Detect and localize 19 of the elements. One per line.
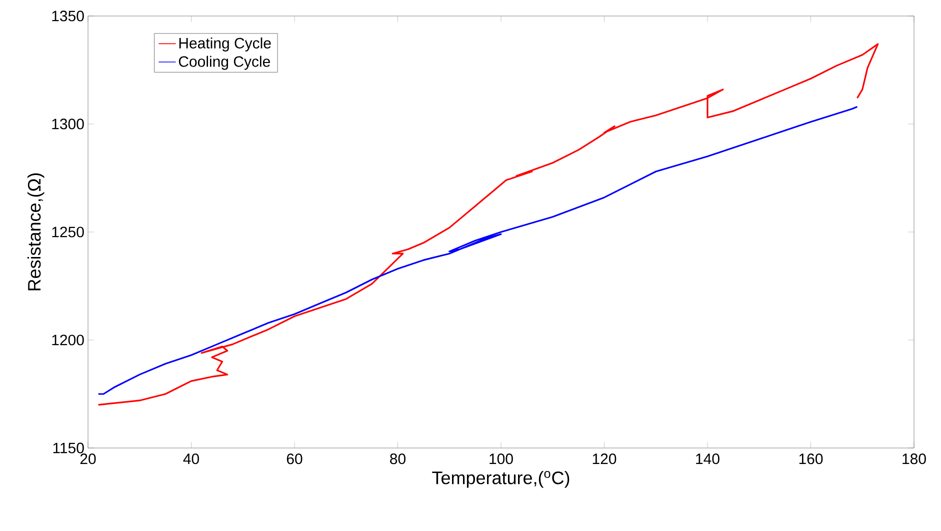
x-tick-label: 140 [696,454,720,464]
x-tick-label: 60 [286,454,302,464]
x-tick-label: 80 [390,454,406,464]
y-tick-label: 1300 [52,118,84,130]
x-tick-label: 120 [592,454,616,464]
y-tick-label: 1150 [53,442,84,454]
x-tick-label: 180 [902,454,926,464]
x-tick-label: 20 [80,454,96,464]
x-tick-label: 100 [490,454,513,464]
y-tick-label: 1350 [52,10,84,22]
line-series [98,106,858,395]
legend-label: Heating Cycle [179,37,271,52]
x-tick-label: 40 [183,454,199,464]
x-axis-title: Temperature,($^{o}$C) [432,471,570,488]
legend-label: Cooling Cycle [178,56,270,70]
y-tick-label: 1250 [52,226,84,238]
y-axis-title: Resistance,(Ω) [27,173,44,290]
y-tick-label: 1200 [52,334,84,346]
x-tick-label: 160 [799,454,823,464]
